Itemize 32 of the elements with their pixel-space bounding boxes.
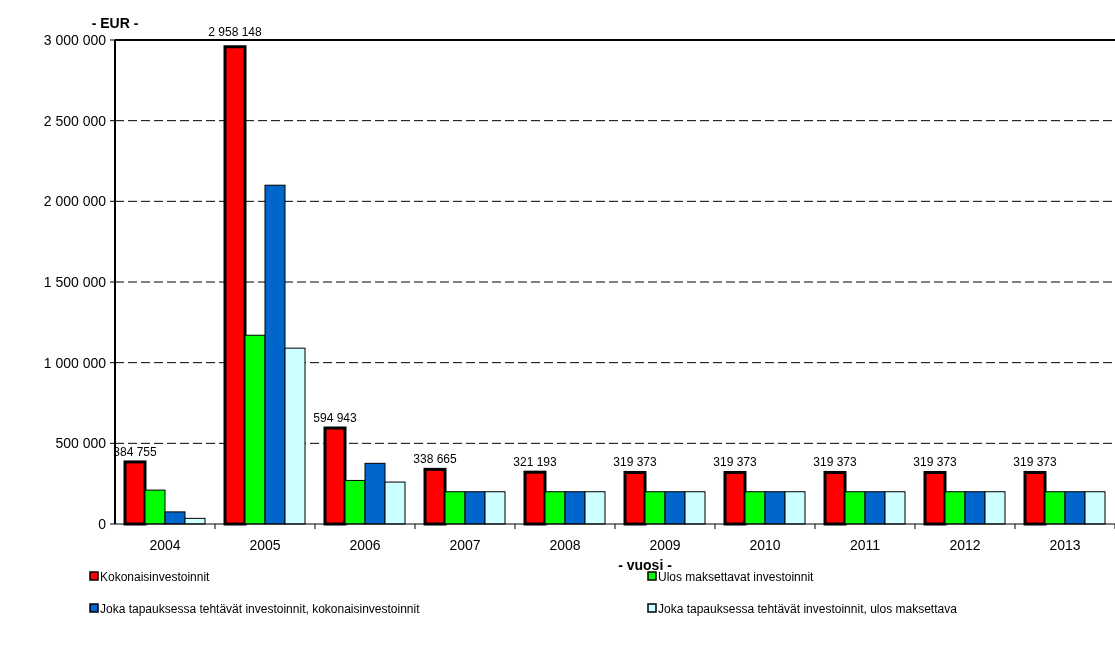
legend-label: Joka tapauksessa tehtävät investoinnit, ulos maksettava [658, 602, 958, 616]
y-tick-label: 1 000 000 [43, 354, 107, 371]
x-tick-label: 2012 [949, 537, 981, 553]
data-label: 319 373 [913, 455, 958, 470]
x-tick-label: 2011 [849, 537, 881, 553]
x-tick-label: 2008 [549, 537, 581, 553]
x-tick-label: 2007 [449, 537, 481, 553]
y-tick-label: 500 000 [55, 435, 107, 452]
data-label: 319 373 [613, 455, 658, 470]
y-tick-label: 3 000 000 [43, 32, 107, 48]
y-axis-title: - EUR - [91, 15, 139, 31]
x-tick-label: 2005 [249, 537, 281, 553]
legend-label: Joka tapauksessa tehtävät investoinnit, kokonaisinvestoinnit [100, 602, 421, 616]
x-tick-label: 2006 [349, 537, 381, 553]
data-label: 594 943 [313, 411, 358, 426]
y-tick-label: 2 500 000 [43, 112, 107, 129]
y-tick-label: 0 [98, 516, 107, 532]
legend-label: Kokonaisinvestoinnit [100, 570, 211, 584]
x-axis-title: - vuosi - [618, 557, 673, 573]
x-tick-label: 2013 [1049, 537, 1081, 553]
data-label: 319 373 [1013, 455, 1058, 470]
y-tick-label: 2 000 000 [43, 193, 107, 210]
data-label: 2 958 148 [208, 25, 263, 39]
data-label: 319 373 [813, 455, 858, 470]
x-tick-label: 2004 [149, 537, 181, 553]
data-label: 321 193 [513, 455, 558, 470]
legend-label: Ulos maksettavat investoinnit [658, 570, 815, 584]
data-label: 319 373 [713, 455, 758, 470]
y-tick-label: 1 500 000 [43, 274, 107, 290]
data-label: 338 665 [413, 452, 458, 467]
x-tick-label: 2009 [649, 537, 681, 553]
x-tick-label: 2010 [749, 537, 781, 553]
